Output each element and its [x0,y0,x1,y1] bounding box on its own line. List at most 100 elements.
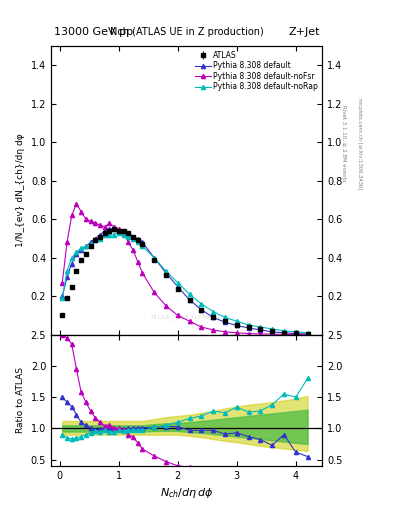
X-axis label: $N_{ch}/d\eta\,d\phi$: $N_{ch}/d\eta\,d\phi$ [160,486,213,500]
Pythia 8.308 default-noFsr [163,303,168,309]
Pythia 8.308 default [222,319,227,325]
Pythia 8.308 default-noRap [211,309,215,315]
Pythia 8.308 default-noRap [107,231,112,238]
Pythia 8.308 default-noFsr [281,331,286,337]
Pythia 8.308 default-noRap [293,329,298,335]
Pythia 8.308 default-noRap [88,241,93,247]
Pythia 8.308 default [79,247,83,253]
Pythia 8.308 default-noRap [102,231,107,238]
Pythia 8.308 default-noFsr [234,330,239,336]
Pythia 8.308 default [152,254,156,261]
Pythia 8.308 default [93,236,97,242]
Pythia 8.308 default-noRap [130,236,135,242]
Y-axis label: 1/N_{ev} dN_{ch}/dη dφ: 1/N_{ev} dN_{ch}/dη dφ [16,134,25,247]
Pythia 8.308 default-noRap [97,236,102,242]
Pythia 8.308 default-noFsr [83,216,88,222]
Pythia 8.308 default-noFsr [140,270,145,276]
Text: ATLAS_2019_I1736531: ATLAS_2019_I1736531 [151,314,222,321]
Text: mcplots.cern.ch [arXiv:1306.3436]: mcplots.cern.ch [arXiv:1306.3436] [357,98,362,189]
Pythia 8.308 default-noFsr [270,331,274,337]
Pythia 8.308 default-noRap [69,254,74,261]
Pythia 8.308 default-noFsr [246,330,251,336]
Pythia 8.308 default-noFsr [222,329,227,335]
Pythia 8.308 default-noRap [140,243,145,249]
Line: Pythia 8.308 default-noRap: Pythia 8.308 default-noRap [60,230,310,335]
Pythia 8.308 default-noFsr [107,220,112,226]
Pythia 8.308 default [305,331,310,337]
Pythia 8.308 default [258,327,263,333]
Pythia 8.308 default [187,297,192,303]
Pythia 8.308 default [64,274,69,280]
Pythia 8.308 default-noFsr [93,220,97,226]
Pythia 8.308 default-noFsr [152,289,156,295]
Pythia 8.308 default-noRap [74,249,79,255]
Pythia 8.308 default-noFsr [135,259,140,265]
Pythia 8.308 default-noRap [270,326,274,332]
Pythia 8.308 default [69,261,74,267]
Pythia 8.308 default-noRap [93,238,97,244]
Pythia 8.308 default-noRap [222,314,227,321]
Pythia 8.308 default [102,228,107,234]
Pythia 8.308 default-noRap [175,280,180,286]
Pythia 8.308 default-noFsr [102,224,107,230]
Legend: ATLAS, Pythia 8.308 default, Pythia 8.308 default-noFsr, Pythia 8.308 default-no: ATLAS, Pythia 8.308 default, Pythia 8.30… [192,48,321,94]
Pythia 8.308 default-noFsr [211,327,215,333]
Pythia 8.308 default [281,330,286,336]
Pythia 8.308 default [246,325,251,331]
Pythia 8.308 default-noRap [135,239,140,245]
Pythia 8.308 default-noRap [83,243,88,249]
Pythia 8.308 default-noFsr [112,224,116,230]
Pythia 8.308 default-noFsr [130,247,135,253]
Pythia 8.308 default [130,233,135,240]
Pythia 8.308 default-noFsr [79,208,83,215]
Pythia 8.308 default-noRap [126,233,130,240]
Text: 13000 GeV pp: 13000 GeV pp [54,28,133,37]
Pythia 8.308 default [112,226,116,232]
Pythia 8.308 default-noRap [199,301,204,307]
Pythia 8.308 default-noFsr [121,230,126,236]
Pythia 8.308 default [126,230,130,236]
Y-axis label: Ratio to ATLAS: Ratio to ATLAS [16,367,25,433]
Pythia 8.308 default [293,330,298,336]
Pythia 8.308 default-noFsr [60,280,64,286]
Pythia 8.308 default-noRap [112,231,116,238]
Pythia 8.308 default [121,228,126,234]
Pythia 8.308 default-noFsr [97,222,102,228]
Pythia 8.308 default-noFsr [88,218,93,224]
Pythia 8.308 default [135,236,140,242]
Text: Nch (ATLAS UE in Z production): Nch (ATLAS UE in Z production) [110,28,264,37]
Pythia 8.308 default [234,323,239,329]
Pythia 8.308 default-noFsr [126,239,130,245]
Pythia 8.308 default [97,231,102,238]
Pythia 8.308 default-noRap [258,324,263,330]
Pythia 8.308 default [270,329,274,335]
Pythia 8.308 default [175,284,180,290]
Text: Z+Jet: Z+Jet [288,28,320,37]
Pythia 8.308 default [211,314,215,321]
Pythia 8.308 default [60,293,64,300]
Pythia 8.308 default-noRap [246,322,251,328]
Line: Pythia 8.308 default: Pythia 8.308 default [60,227,310,336]
Pythia 8.308 default-noFsr [74,201,79,207]
Pythia 8.308 default-noFsr [187,318,192,324]
Pythia 8.308 default-noRap [60,295,64,301]
Pythia 8.308 default-noFsr [199,324,204,330]
Pythia 8.308 default-noRap [281,328,286,334]
Pythia 8.308 default-noRap [187,291,192,297]
Pythia 8.308 default-noFsr [116,226,121,232]
Pythia 8.308 default [140,239,145,245]
Pythia 8.308 default-noRap [305,330,310,336]
Pythia 8.308 default-noRap [64,268,69,274]
Pythia 8.308 default [199,307,204,313]
Pythia 8.308 default [74,251,79,257]
Pythia 8.308 default-noFsr [258,331,263,337]
Pythia 8.308 default-noRap [121,231,126,238]
Pythia 8.308 default-noFsr [69,212,74,219]
Pythia 8.308 default [83,243,88,249]
Pythia 8.308 default-noFsr [305,331,310,337]
Pythia 8.308 default-noRap [163,268,168,274]
Pythia 8.308 default-noFsr [293,331,298,337]
Pythia 8.308 default-noFsr [175,312,180,318]
Pythia 8.308 default-noFsr [64,239,69,245]
Pythia 8.308 default [88,239,93,245]
